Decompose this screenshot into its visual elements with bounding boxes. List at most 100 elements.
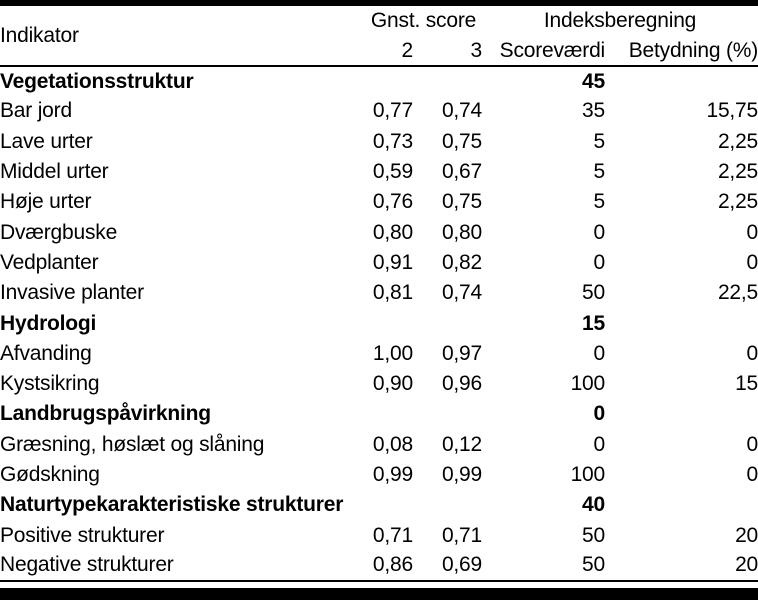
score3-cell: 0,99 [441,463,483,486]
betydning-cell: 0 [746,463,758,486]
score2-cell [365,308,413,338]
indicator-cell: Bar jord [0,99,72,123]
score3-cell: 0,12 [441,432,483,456]
scorevaerdi-cell: 5 [593,160,606,184]
score2-cell: 0,90 [372,372,413,396]
top-rule-bar [0,0,758,6]
scorevaerdi-cell: 0 [593,341,606,365]
score3-cell [413,308,482,338]
header-row-groups: Indikator Gnst. score Indeksberegning [0,6,758,47]
scorevaerdi-cell: 5 [593,129,606,153]
indicator-cell: Afvanding [0,341,92,365]
betydning-cell: 0 [746,220,758,244]
score3-cell: 0,74 [441,99,483,123]
header-col-betydning: Betydning (%) [628,38,758,62]
score2-cell: 0,73 [372,129,413,153]
score2-cell: 0,81 [372,281,413,305]
betydning-cell [605,490,758,520]
betydning-cell: 0 [746,250,758,274]
table-row: Vedplanter 0,91 0,82 0 0 [0,248,758,278]
betydning-cell [605,66,758,96]
table-row: Gødskning 0,99 0,99 100 0 [0,460,758,490]
betydning-cell: 22,5 [717,281,758,305]
table-row: Middel urter 0,59 0,67 5 2,25 [0,157,758,187]
betydning-cell: 15 [735,372,758,396]
table-row: Bar jord 0,77 0,74 35 15,75 [0,96,758,126]
indicator-cell: Kystsikring [0,372,100,396]
header-col-score-3: 3 [470,38,483,62]
score2-cell: 0,80 [372,220,413,244]
score2-cell: 1,00 [372,341,413,365]
score2-cell [365,66,413,96]
scorevaerdi-cell: 0 [593,250,606,274]
scorevaerdi-cell: 15 [582,311,606,335]
score3-cell: 0,96 [441,372,483,396]
score2-cell: 0,99 [372,463,413,486]
indicator-cell: Vegetationsstruktur [0,69,194,93]
indicator-cell: Høje urter [0,190,92,214]
scorevaerdi-cell: 0 [593,402,606,426]
score3-cell: 0,67 [441,160,483,184]
score2-cell [365,490,413,520]
header-avg-score-group: Gnst. score [370,9,477,32]
table-row: Hydrologi 15 [0,308,758,338]
betydning-cell: 0 [746,341,758,365]
score3-cell: 0,69 [441,553,483,577]
table-body: Vegetationsstruktur 45 Bar jord 0,77 0,7… [0,66,758,582]
score3-cell [413,66,482,96]
indicator-cell: Hydrologi [0,311,97,335]
score3-cell: 0,74 [441,281,483,305]
betydning-cell [605,308,758,338]
score2-cell [365,399,413,429]
betydning-cell: 20 [735,523,758,547]
betydning-cell: 15,75 [706,99,758,123]
betydning-cell: 2,25 [717,160,758,184]
score2-cell: 0,77 [372,99,413,123]
header-row-columns: 2 3 Scoreværdi Betydning (%) [0,36,758,66]
table-header: Indikator Gnst. score Indeksberegning 2 … [0,6,758,66]
indicator-cell: Gødskning [0,463,100,486]
score3-cell [413,399,482,429]
score3-cell [413,490,482,520]
score2-cell: 0,86 [372,553,413,577]
score2-cell: 0,08 [372,432,413,456]
indicator-table: Indikator Gnst. score Indeksberegning 2 … [0,6,758,582]
scorevaerdi-cell: 50 [582,523,606,547]
indicator-cell: Græsning, høslæt og slåning [0,432,265,456]
table-row: Græsning, høslæt og slåning 0,08 0,12 0 … [0,430,758,460]
table-row: Positive strukturer 0,71 0,71 50 20 [0,520,758,550]
score2-cell: 0,76 [372,190,413,214]
score2-cell: 0,91 [372,250,413,274]
table-row: Vegetationsstruktur 45 [0,66,758,96]
scorevaerdi-cell: 35 [582,99,606,123]
indicator-cell: Lave urter [0,129,93,153]
scorevaerdi-cell: 100 [570,463,606,486]
table-row: Afvanding 1,00 0,97 0 0 [0,339,758,369]
indicator-cell: Negative strukturer [0,553,174,577]
table-row: Negative strukturer 0,86 0,69 50 20 [0,551,758,582]
table-row: Kystsikring 0,90 0,96 100 15 [0,369,758,399]
indicator-cell: Positive strukturer [0,523,165,547]
indicator-cell: Dværgbuske [0,220,118,244]
scorevaerdi-cell: 50 [582,281,606,305]
scorevaerdi-cell: 100 [570,372,606,396]
indicator-cell: Vedplanter [0,250,99,274]
scorevaerdi-cell: 0 [593,220,606,244]
table-row: Høje urter 0,76 0,75 5 2,25 [0,187,758,217]
betydning-cell [605,399,758,429]
score3-cell: 0,75 [441,129,483,153]
indicator-cell: Landbrugspåvirkning [0,402,211,426]
score3-cell: 0,97 [441,341,483,365]
header-col-score-2: 2 [401,38,414,62]
score3-cell: 0,71 [441,523,483,547]
scorevaerdi-cell: 40 [582,493,606,517]
table-row: Naturtypekarakteristiske strukturer 40 [0,490,758,520]
header-col-scorevaerdi: Scoreværdi [499,38,606,62]
betydning-cell: 0 [746,432,758,456]
scorevaerdi-cell: 0 [593,432,606,456]
score2-cell: 0,71 [372,523,413,547]
betydning-cell: 20 [735,553,758,577]
table-row: Landbrugspåvirkning 0 [0,399,758,429]
indicator-cell: Middel urter [0,160,109,184]
